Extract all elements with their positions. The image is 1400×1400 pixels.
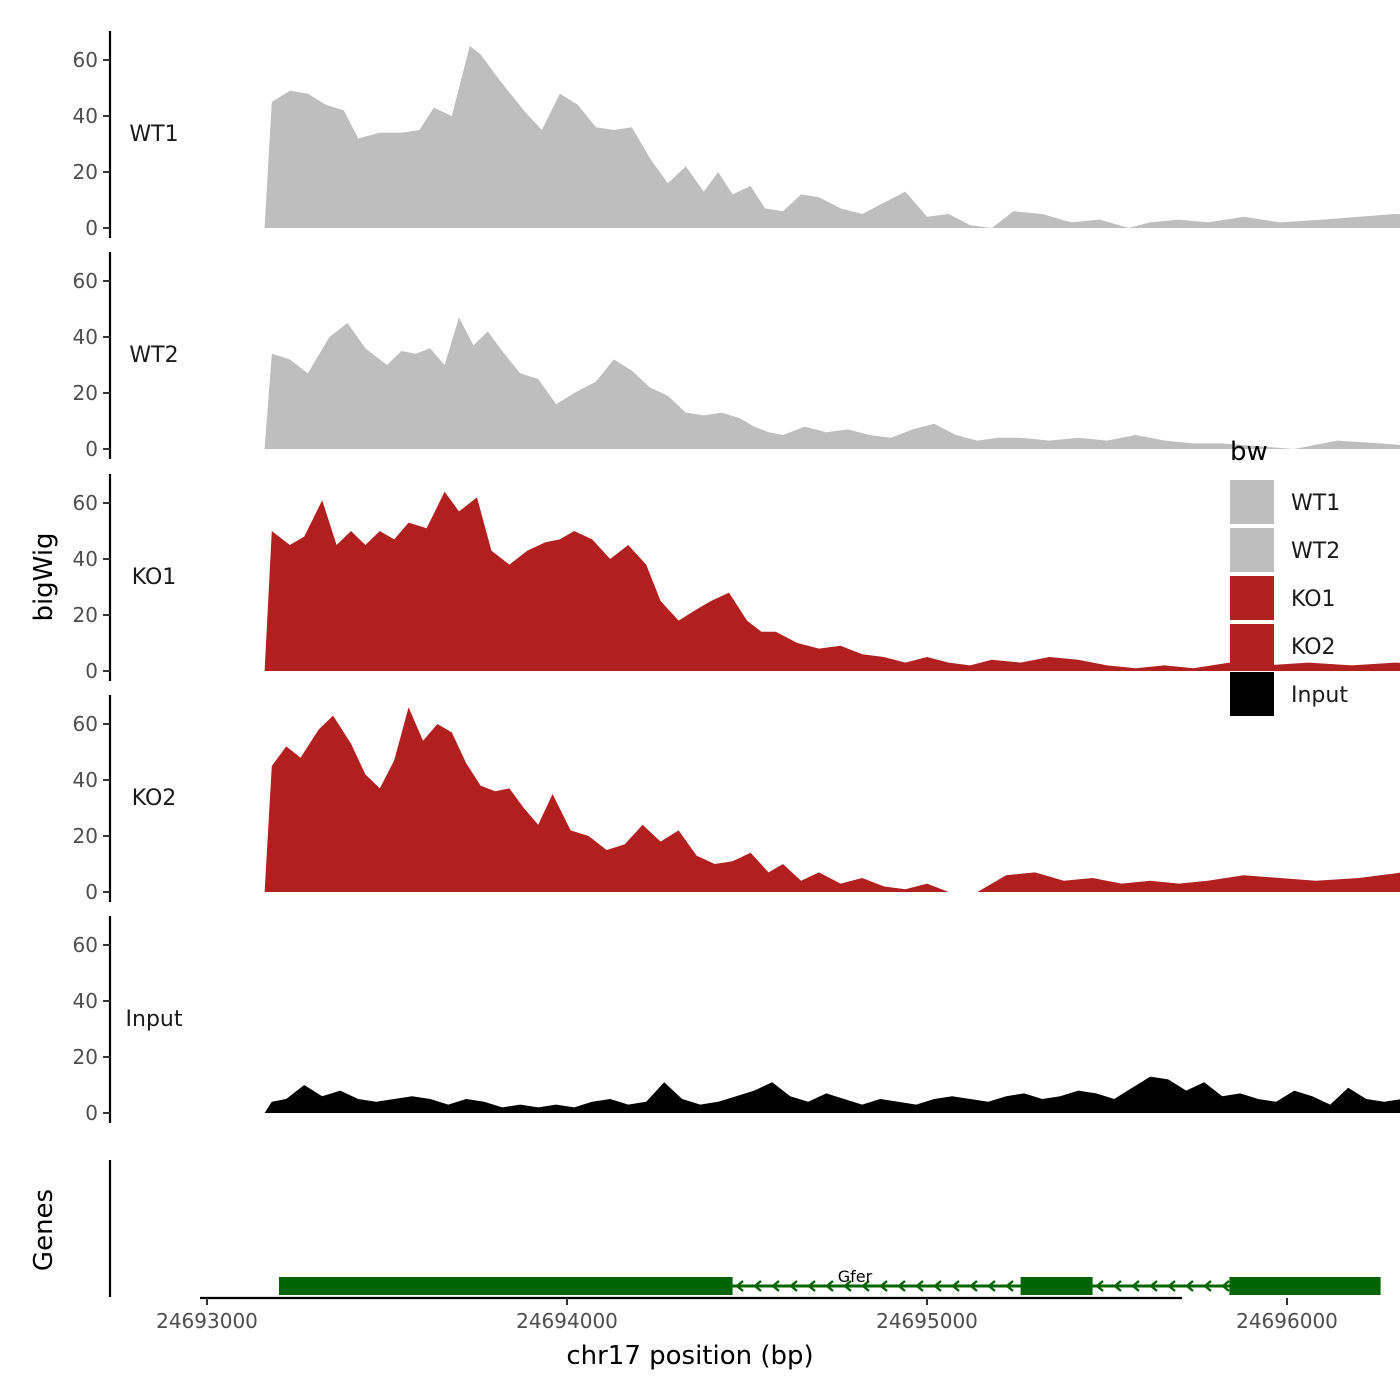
y-tick-label: 60	[73, 712, 98, 736]
exon	[1020, 1277, 1093, 1295]
track-wt1: 0 20 40 60 WT1	[73, 31, 1400, 240]
strand-arrow	[969, 1280, 978, 1292]
y-axis-title: bigWig	[29, 532, 59, 621]
legend-label-wt1: WT1	[1291, 491, 1340, 516]
strand-arrow	[933, 1280, 942, 1292]
y-tick-label: 40	[73, 547, 98, 571]
strand-arrow	[879, 1280, 888, 1292]
track-panels: 0 20 40 60 WT1 0 20 40 60 WT2 0 20 40 60 KO1 0 20 40 60 KO2…	[73, 31, 1400, 1125]
y-tick-label: 60	[73, 933, 98, 957]
y-tick-label: 20	[73, 1045, 98, 1069]
track-wt2: 0 20 40 60 WT2	[73, 252, 1400, 461]
track-ko2: 0 20 40 60 KO2	[73, 695, 1400, 904]
legend-label-ko1: KO1	[1291, 587, 1336, 612]
strand-arrow	[843, 1280, 852, 1292]
y-tick-label: 0	[85, 216, 98, 240]
y-tick-label: 20	[73, 824, 98, 848]
strand-arrow	[1221, 1280, 1230, 1292]
strand-arrow	[807, 1280, 816, 1292]
legend-swatch-input	[1230, 672, 1274, 716]
strand-arrow	[1203, 1280, 1212, 1292]
strand-arrow	[1167, 1280, 1176, 1292]
legend-label-input: Input	[1291, 683, 1348, 708]
track-ko1: 0 20 40 60 KO1	[73, 474, 1400, 683]
legend-swatch-ko1	[1230, 576, 1274, 620]
y-tick-label: 40	[73, 989, 98, 1013]
track-label-ko2: KO2	[132, 786, 177, 811]
exon	[1229, 1277, 1381, 1295]
x-tick-label: 24695000	[876, 1309, 978, 1333]
x-axis-title: chr17 position (bp)	[566, 1341, 813, 1371]
y-tick-label: 20	[73, 160, 98, 184]
strand-arrow	[915, 1280, 924, 1292]
y-tick-label: 60	[73, 491, 98, 515]
strand-arrow	[1113, 1280, 1122, 1292]
track-label-ko1: KO1	[132, 565, 177, 590]
legend-title: bw	[1230, 437, 1268, 467]
x-tick-label: 24696000	[1236, 1309, 1338, 1333]
strand-arrow	[951, 1280, 960, 1292]
track-label-input: Input	[126, 1007, 183, 1032]
strand-arrow	[753, 1280, 762, 1292]
y-tick-label: 40	[73, 104, 98, 128]
strand-arrow	[1149, 1280, 1158, 1292]
y-tick-label: 40	[73, 325, 98, 349]
x-axis: 2469300024694000246950002469600024697000…	[156, 1296, 1338, 1333]
strand-arrow	[987, 1280, 996, 1292]
legend-swatch-wt2	[1230, 528, 1274, 572]
legend-label-wt2: WT2	[1291, 539, 1340, 564]
x-tick-label: 24694000	[516, 1309, 618, 1333]
genes-axis-title: Genes	[29, 1189, 59, 1271]
strand-arrow	[1005, 1280, 1014, 1292]
area-ko2	[264, 707, 1400, 892]
track-input: 0 20 40 60 Input	[73, 916, 1400, 1125]
y-tick-label: 0	[85, 437, 98, 461]
strand-arrow	[1185, 1280, 1194, 1292]
strand-arrow	[1095, 1280, 1104, 1292]
legend-swatch-wt1	[1230, 480, 1274, 524]
gene-gfer: Gfer	[279, 1267, 1381, 1295]
strand-arrow	[861, 1280, 870, 1292]
y-tick-label: 60	[73, 48, 98, 72]
y-tick-label: 0	[85, 880, 98, 904]
genes-panel: GferNoxo1Tbl3	[108, 1160, 1381, 1297]
y-tick-label: 0	[85, 659, 98, 683]
strand-arrow	[897, 1280, 906, 1292]
track-label-wt2: WT2	[129, 343, 178, 368]
y-tick-label: 40	[73, 768, 98, 792]
area-input	[264, 1076, 1400, 1113]
x-tick-label: 24693000	[156, 1309, 258, 1333]
area-wt1	[264, 46, 1400, 228]
legend: bw WT1 WT2 KO1 KO2 Input	[1230, 437, 1348, 716]
legend-label-ko2: KO2	[1291, 635, 1336, 660]
track-label-wt1: WT1	[129, 122, 178, 147]
strand-arrow	[735, 1280, 744, 1292]
strand-arrow	[825, 1280, 834, 1292]
strand-arrow	[1131, 1280, 1140, 1292]
area-ko1	[264, 491, 1400, 671]
y-tick-label: 20	[73, 603, 98, 627]
y-tick-label: 0	[85, 1101, 98, 1125]
legend-swatch-ko2	[1230, 624, 1274, 668]
exon	[279, 1277, 733, 1295]
strand-arrow	[789, 1280, 798, 1292]
y-tick-label: 20	[73, 381, 98, 405]
gene-label: Gfer	[838, 1267, 873, 1286]
y-tick-label: 60	[73, 269, 98, 293]
strand-arrow	[771, 1280, 780, 1292]
area-wt2	[264, 317, 1400, 449]
